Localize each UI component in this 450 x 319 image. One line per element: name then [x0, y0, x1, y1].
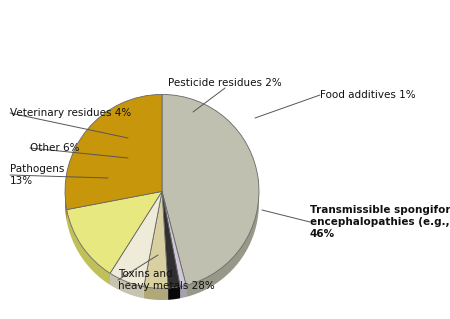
Text: Toxins and
heavy metals 28%: Toxins and heavy metals 28%	[118, 269, 215, 291]
Wedge shape	[162, 191, 186, 287]
Wedge shape	[67, 191, 162, 273]
Wedge shape	[162, 191, 180, 288]
Wedge shape	[65, 94, 162, 210]
Text: Pesticide residues 2%: Pesticide residues 2%	[168, 78, 282, 88]
Polygon shape	[186, 196, 259, 297]
Polygon shape	[67, 210, 110, 285]
Polygon shape	[65, 192, 67, 221]
Text: Pathogens
13%: Pathogens 13%	[10, 164, 64, 186]
Wedge shape	[110, 191, 162, 287]
Text: Transmissible spongiform
encephalopathies (e.g., TSE)
46%: Transmissible spongiform encephalopathie…	[310, 205, 450, 239]
Polygon shape	[110, 273, 144, 298]
Text: Other 6%: Other 6%	[30, 143, 80, 153]
Wedge shape	[162, 94, 259, 285]
Polygon shape	[144, 287, 168, 300]
Wedge shape	[144, 191, 168, 288]
Polygon shape	[180, 285, 186, 298]
Text: Food additives 1%: Food additives 1%	[320, 90, 416, 100]
Text: Veterinary residues 4%: Veterinary residues 4%	[10, 108, 131, 118]
Text: Distribution of complaints to the Sanitary Phytosanitary
Committee, 1995-2001: Distribution of complaints to the Sanita…	[14, 18, 408, 49]
Polygon shape	[168, 287, 180, 300]
